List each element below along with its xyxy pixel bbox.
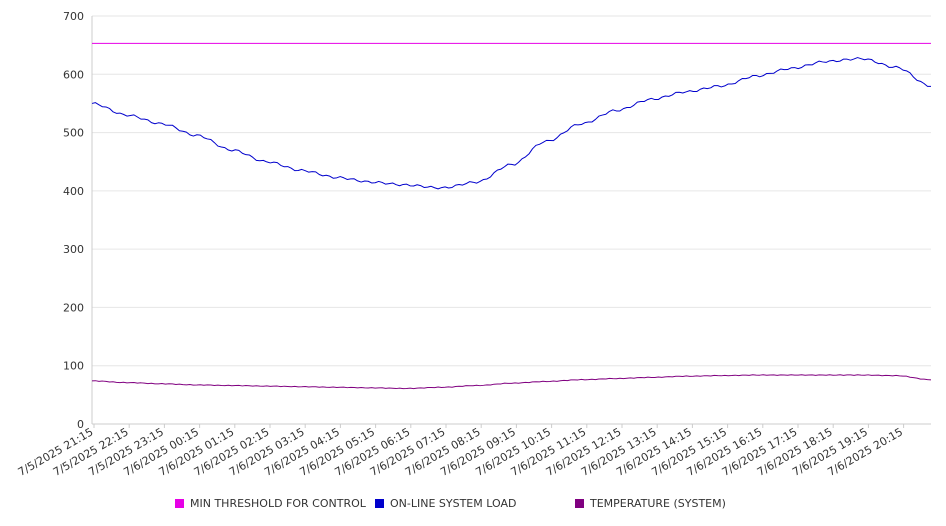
y-tick-label: 0 bbox=[77, 418, 84, 431]
legend-label-system-load: ON-LINE SYSTEM LOAD bbox=[390, 497, 517, 510]
legend-swatch-temperature bbox=[575, 499, 584, 508]
x-axis-ticks: 7/5/2025 21:157/5/2025 22:157/5/2025 23:… bbox=[16, 424, 905, 479]
y-axis-ticks: 0 100 200 300 400 500 600 700 bbox=[63, 10, 84, 431]
legend-label-temperature: TEMPERATURE (SYSTEM) bbox=[590, 497, 726, 510]
legend-swatch-threshold bbox=[175, 499, 184, 508]
y-tick-label: 100 bbox=[63, 360, 84, 373]
legend-swatch-system-load bbox=[375, 499, 384, 508]
y-tick-label: 500 bbox=[63, 127, 84, 140]
legend-label-threshold: MIN THRESHOLD FOR CONTROL bbox=[190, 497, 366, 510]
y-tick-label: 200 bbox=[63, 301, 84, 314]
legend-item-system-load[interactable]: ON-LINE SYSTEM LOAD bbox=[375, 497, 516, 510]
series-line-2 bbox=[91, 374, 932, 390]
y-tick-label: 600 bbox=[63, 68, 84, 81]
y-tick-label: 700 bbox=[63, 10, 84, 23]
axes bbox=[91, 16, 931, 425]
y-tick-label: 400 bbox=[63, 185, 84, 198]
grid-lines bbox=[92, 15, 931, 425]
series-line-1 bbox=[91, 57, 932, 190]
legend-item-threshold[interactable]: MIN THRESHOLD FOR CONTROL bbox=[175, 497, 366, 510]
series-lines bbox=[91, 42, 932, 390]
legend: MIN THRESHOLD FOR CONTROL ON-LINE SYSTEM… bbox=[0, 497, 946, 515]
legend-item-temperature[interactable]: TEMPERATURE (SYSTEM) bbox=[575, 497, 726, 510]
y-tick-label: 300 bbox=[63, 243, 84, 256]
